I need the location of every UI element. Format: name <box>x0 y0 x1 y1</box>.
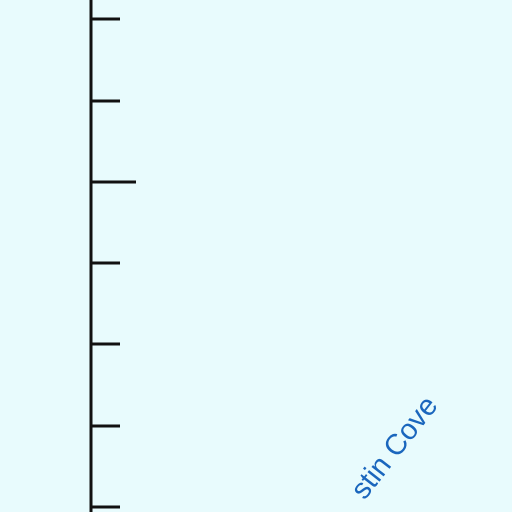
map-canvas[interactable]: stin Cove <box>0 0 512 512</box>
scale-bar <box>89 0 136 512</box>
